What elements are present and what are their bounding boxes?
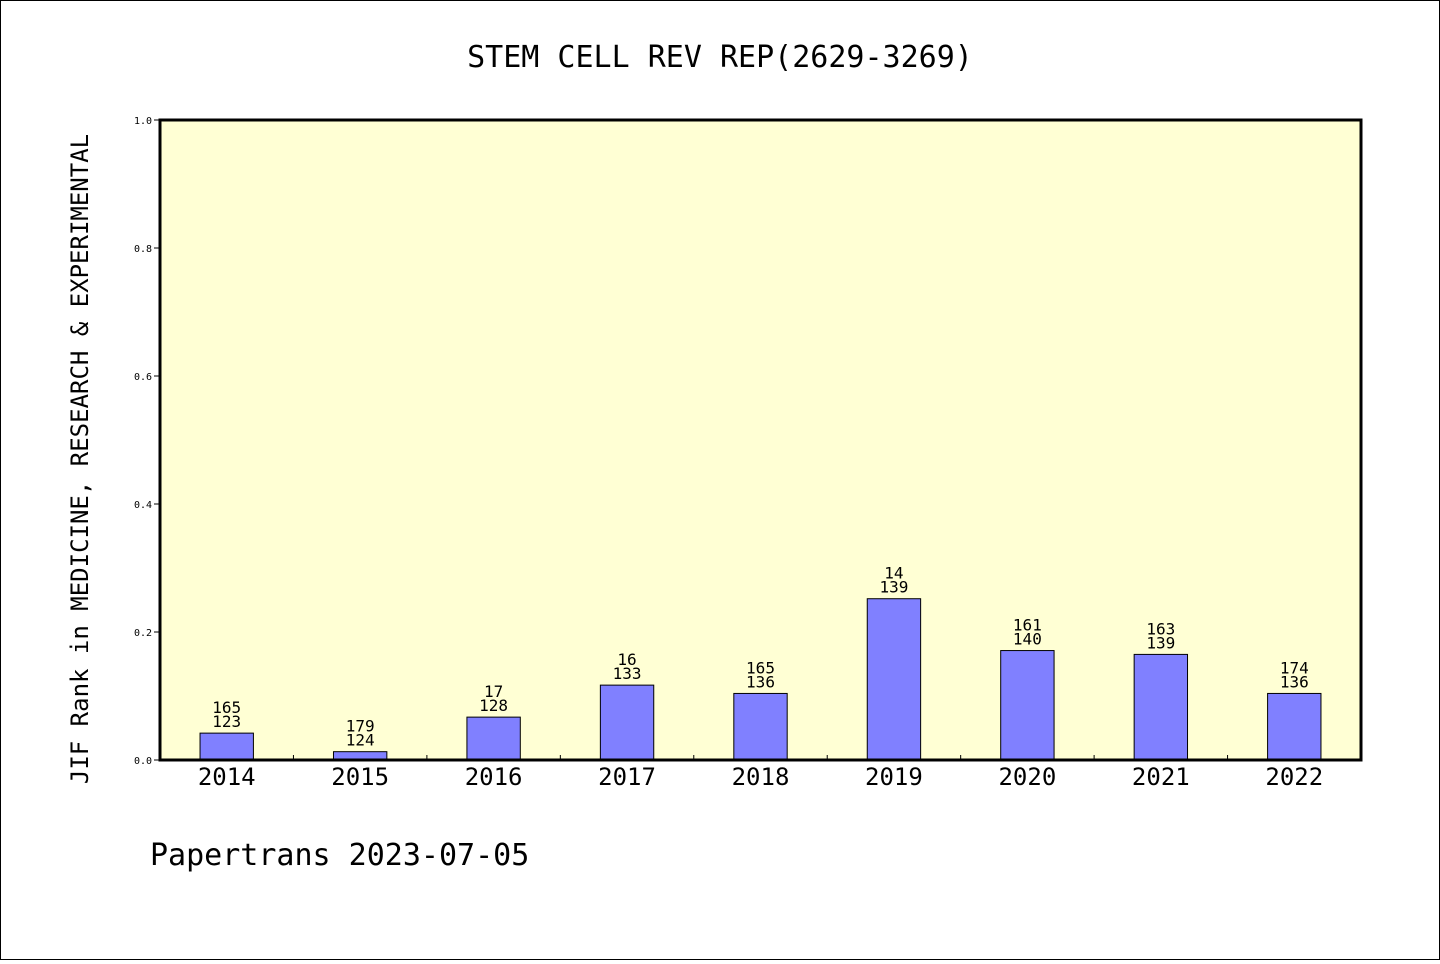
x-axis: 2014 2015 2016 2017 2018 2019 2020 2021 2022 — [198, 755, 1323, 791]
x-tick-label-2022: 2022 — [1265, 763, 1323, 791]
y-tick-label-0.4: 0.4 — [134, 500, 152, 511]
bar-label-top-2015: 179 — [346, 717, 375, 736]
bar-label-bottom-2020: 140 — [1013, 630, 1042, 649]
bar-label-top-2018: 165 — [746, 658, 775, 677]
bar-2020 — [1000, 650, 1055, 761]
x-tick-label-2017: 2017 — [598, 763, 656, 791]
y-tick-label-0.2: 0.2 — [134, 628, 152, 639]
plot-border — [158, 118, 1363, 762]
bar-2021 — [1133, 653, 1189, 761]
bar-2016 — [466, 716, 521, 761]
bar-label-bottom-2022: 136 — [1280, 672, 1309, 691]
x-tick-label-2019: 2019 — [865, 763, 923, 791]
x-tick-label-2014: 2014 — [198, 763, 256, 791]
x-tick-label-2020: 2020 — [998, 763, 1056, 791]
bar-label-bottom-2016: 128 — [479, 696, 508, 715]
x-tick-label-2016: 2016 — [465, 763, 523, 791]
x-tick-label-2015: 2015 — [331, 763, 389, 791]
bar-label-top-2014: 165 — [212, 698, 241, 717]
bar-label-bottom-2021: 139 — [1146, 633, 1175, 652]
bar-label-top-2021: 163 — [1146, 619, 1175, 638]
bar-label-bottom-2014: 123 — [212, 712, 241, 731]
bar-2022 — [1267, 692, 1322, 761]
y-axis-label: JIF Rank in MEDICINE, RESEARCH & EXPERIM… — [66, 134, 94, 784]
bar-label-bottom-2019: 139 — [879, 578, 908, 597]
bar-2019 — [866, 598, 922, 761]
bar-2017 — [599, 684, 655, 761]
y-tick-label-0.0: 0.0 — [134, 756, 152, 767]
bar-label-bottom-2017: 133 — [613, 664, 642, 683]
x-tick-label-2018: 2018 — [732, 763, 790, 791]
bar-2018 — [733, 692, 788, 761]
bar-label-top-2019: 14 — [884, 564, 903, 583]
bar-label-top-2022: 174 — [1280, 658, 1309, 677]
bar-label-top-2017: 16 — [617, 650, 636, 669]
bar-label-bottom-2018: 136 — [746, 672, 775, 691]
chart-title: STEM CELL REV REP(2629-3269) — [467, 40, 973, 75]
bar-label-bottom-2015: 124 — [346, 731, 375, 750]
footer-watermark: Papertrans 2023-07-05 — [150, 838, 529, 873]
bar-label-top-2016: 17 — [484, 682, 503, 701]
y-axis: 0.0 0.2 0.4 0.6 0.8 1.0 — [134, 116, 160, 767]
bar-label-top-2020: 161 — [1013, 616, 1042, 635]
y-tick-label-0.6: 0.6 — [134, 372, 152, 383]
x-tick-label-2021: 2021 — [1132, 763, 1190, 791]
y-tick-label-1.0: 1.0 — [134, 116, 152, 127]
y-tick-label-0.8: 0.8 — [134, 244, 152, 255]
plot-area — [160, 120, 1361, 760]
bar-2014 — [199, 732, 254, 761]
